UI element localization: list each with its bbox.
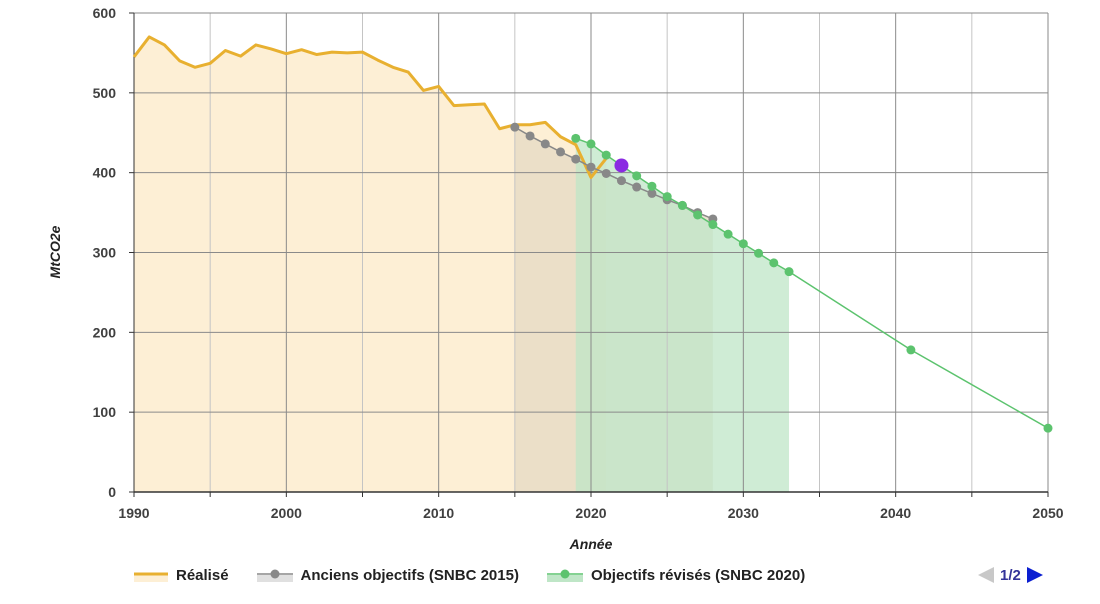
legend-label-snbc-2020: Objectifs révisés (SNBC 2020) [590,566,806,584]
point-snbc-2015-2015 [510,122,520,132]
y-tick-label-600: 600 [93,5,117,21]
point-snbc-2015-2021 [601,168,611,178]
point-snbc-2020-2032 [769,258,779,268]
point-snbc-2020-2028 [708,220,718,230]
y-tick-label-100: 100 [93,404,117,420]
point-snbc-2020-2033 [784,267,794,277]
axes [129,12,1049,497]
emissions-chart: 1990 2000 2010 2020 2030 2040 2050 0 100 200 300 40… [47,5,1064,552]
y-tick-label-0: 0 [108,484,116,500]
x-tick-label-2050: 2050 [1032,505,1063,521]
legend-swatch-snbc-2020 [546,569,583,582]
area-fill-realise [134,36,607,492]
x-tick-label-2010: 2010 [423,505,454,521]
legend-pager: 1/2 [978,564,1043,586]
point-snbc-2015-2022 [616,176,626,186]
point-snbc-2020-2030 [738,239,748,249]
x-axis-title: Année [569,536,613,552]
legend-label-snbc-2015: Anciens objectifs (SNBC 2015) [300,566,519,584]
point-snbc-2015-2017 [540,139,550,149]
y-tick-label-400: 400 [93,165,117,181]
x-tick-label-2000: 2000 [271,505,302,521]
point-snbc-2015-2020 [586,162,596,172]
point-snbc-2015-2023 [632,182,642,192]
pager-text: 1/2 [1000,566,1021,584]
series-lines [132,35,1053,433]
x-tick-label-2020: 2020 [575,505,606,521]
legend-swatch-snbc-2015 [256,569,293,582]
highlight-point-2022 [614,158,629,173]
area-fills [134,36,790,493]
legend-item-realise[interactable]: Réalisé [134,567,229,584]
point-snbc-2020-2041 [906,345,916,355]
point-snbc-2015-2019 [571,154,581,164]
point-snbc-2020-2026 [677,200,687,210]
point-snbc-2020-2025 [662,192,672,202]
x-tick-label-2030: 2030 [728,505,759,521]
point-snbc-2020-2020 [586,139,596,149]
point-snbc-2020-2023 [632,171,642,181]
legend-swatch-realise [134,572,168,582]
point-snbc-2020-2029 [723,229,733,239]
legend-item-snbc-2020[interactable]: Objectifs révisés (SNBC 2020) [546,566,806,584]
legend: Réalisé Anciens objectifs (SNBC 2015) Ob… [134,564,833,586]
y-tick-label-300: 300 [93,245,117,261]
point-snbc-2015-2018 [556,147,566,157]
point-snbc-2020-2024 [647,181,657,191]
point-snbc-2020-2050 [1043,423,1053,433]
y-axis-title: MtCO2e [47,225,63,278]
point-snbc-2020-2021 [601,150,611,160]
y-tick-label-200: 200 [93,324,117,340]
point-snbc-2015-2024 [647,188,657,198]
y-tick-label-500: 500 [93,85,117,101]
area-fill-snbc-2020 [575,138,790,493]
series-line-realise [132,35,608,179]
pager-prev-icon[interactable] [978,567,994,583]
tick-labels: 1990 2000 2010 2020 2030 2040 2050 0 100 200 300 40… [93,5,1064,521]
legend-label-realise: Réalisé [176,566,229,584]
x-tick-label-2040: 2040 [880,505,911,521]
x-tick-label-1990: 1990 [118,505,149,521]
pager-next-icon[interactable] [1026,567,1043,583]
legend-item-snbc-2015[interactable]: Anciens objectifs (SNBC 2015) [256,566,519,584]
point-snbc-2015-2016 [525,131,535,141]
point-snbc-2020-2031 [754,248,764,258]
point-snbc-2020-2027 [693,210,703,220]
point-snbc-2020-2019 [571,133,581,143]
